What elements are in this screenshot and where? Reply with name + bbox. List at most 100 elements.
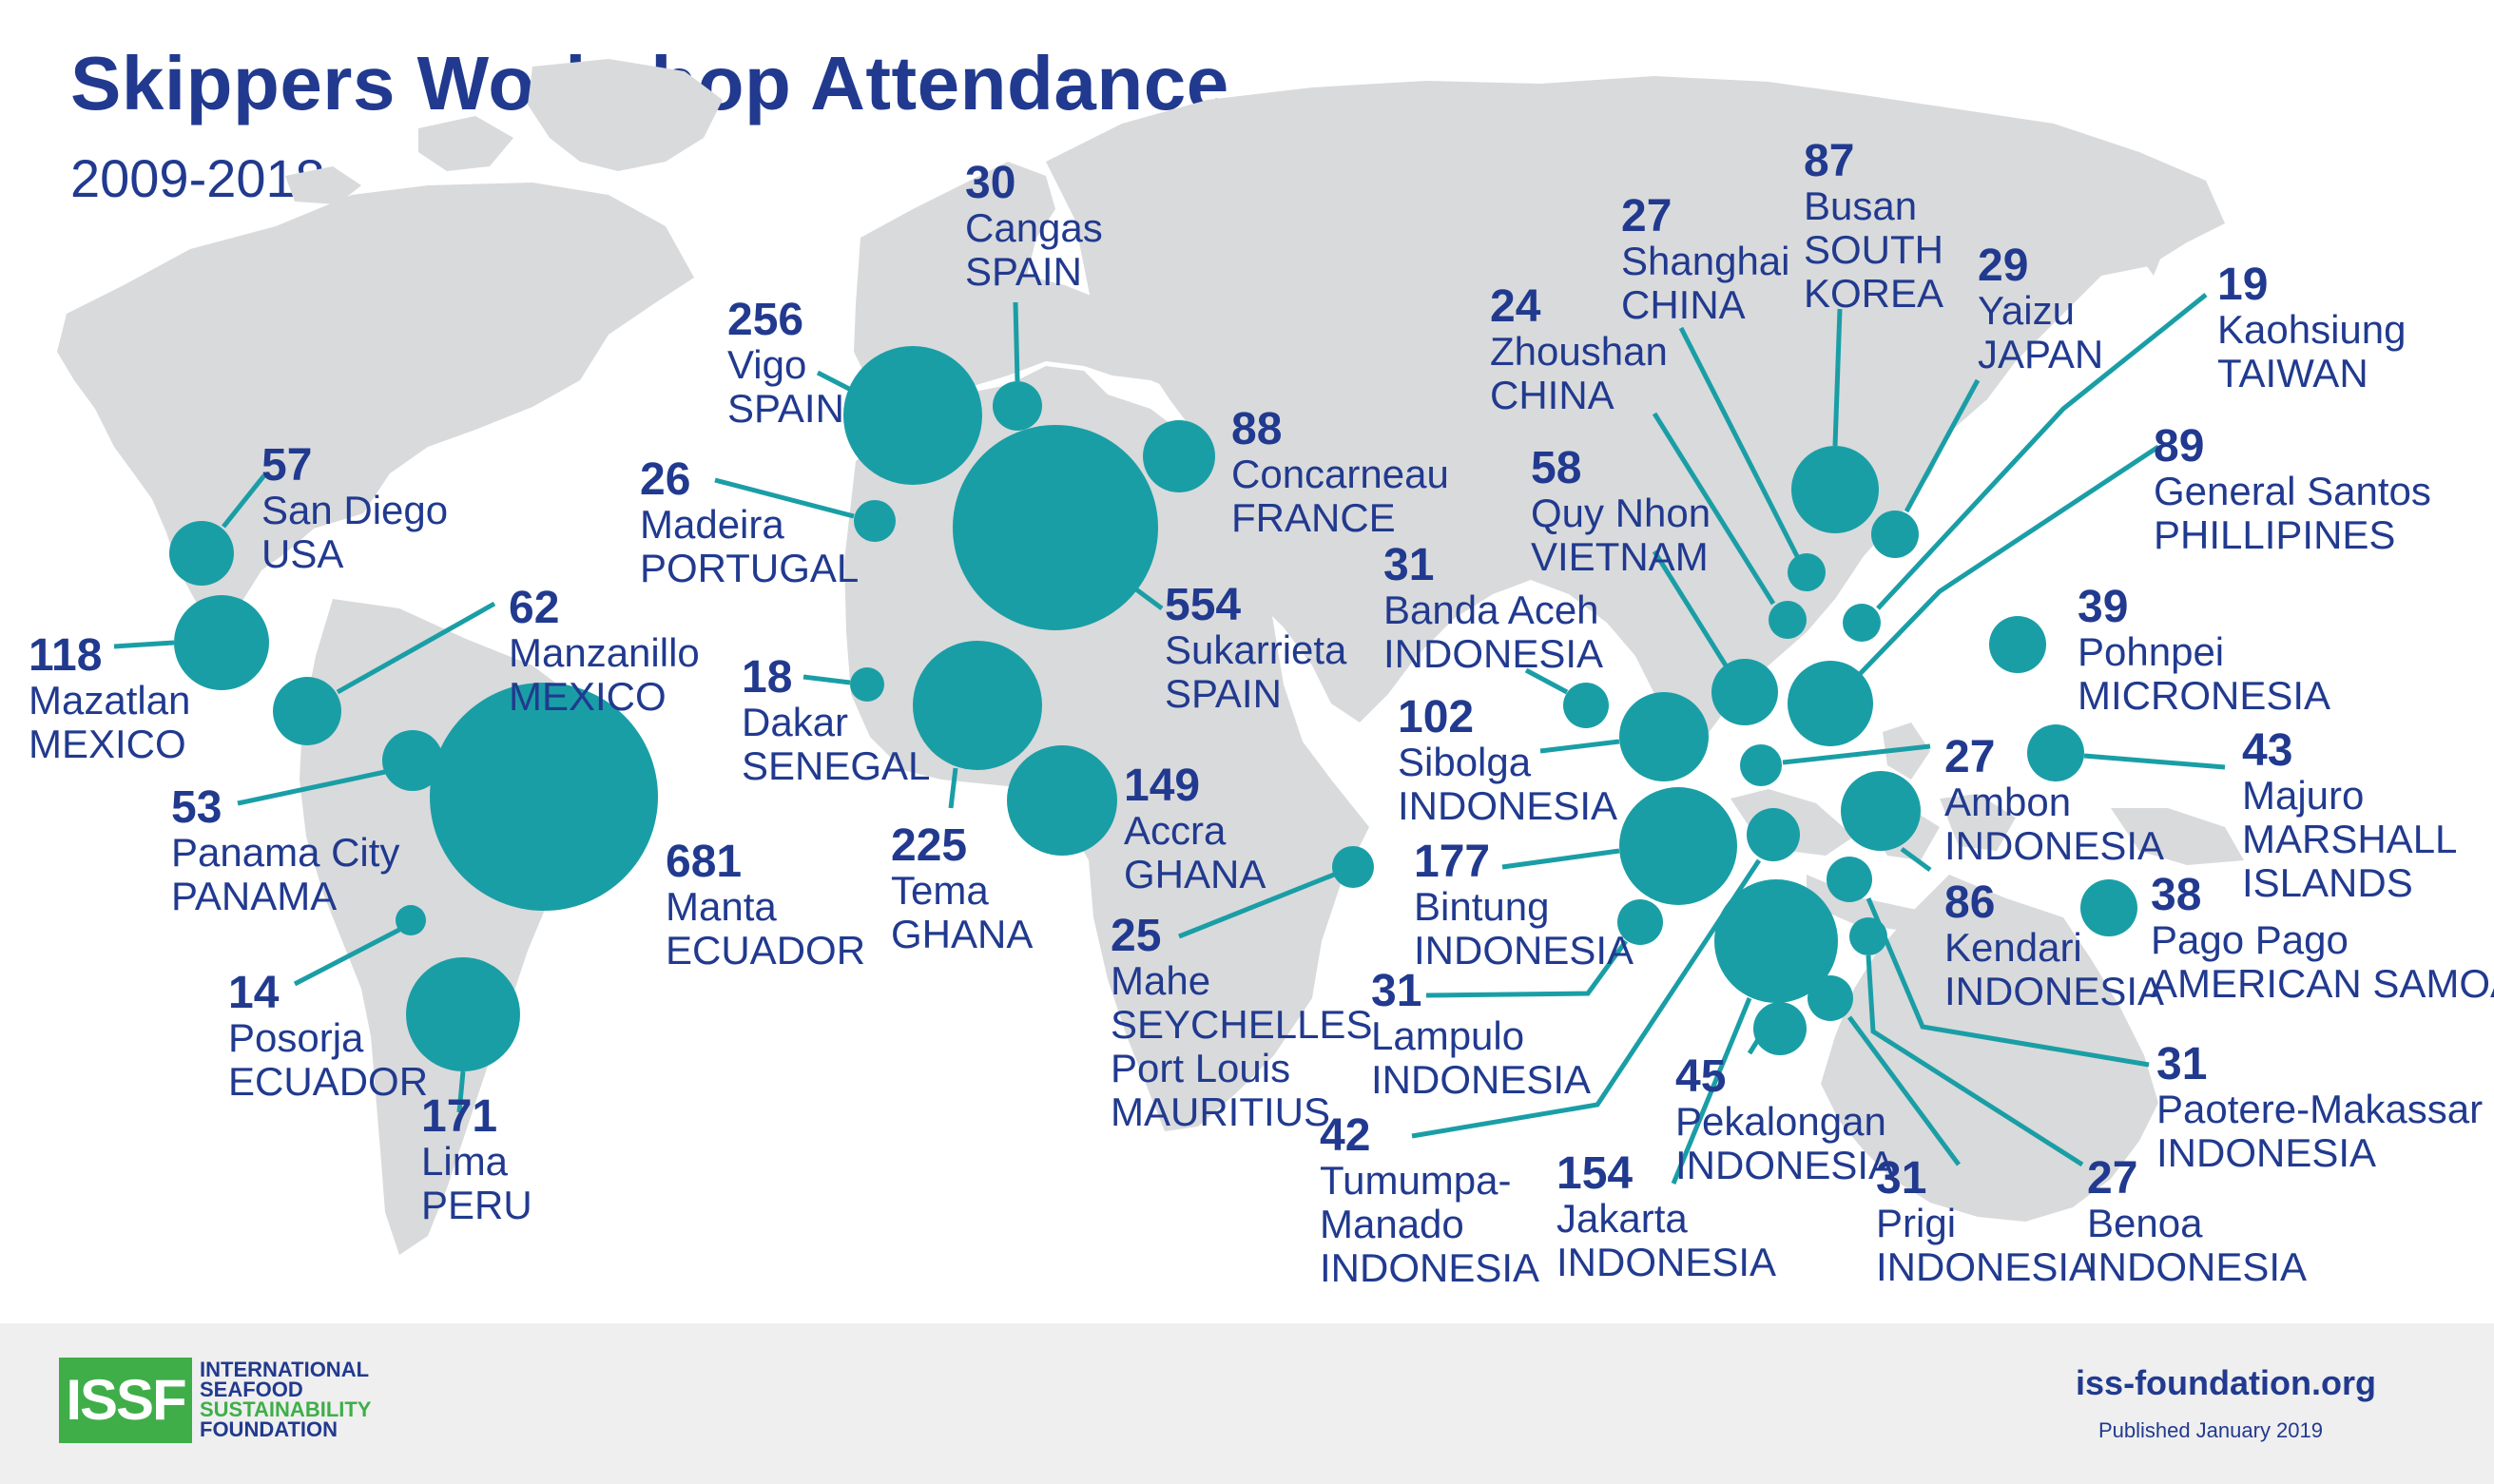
leader-line-san-diego bbox=[222, 473, 266, 529]
bubble-general-santos[interactable] bbox=[1788, 661, 1873, 746]
bubble-yaizu[interactable] bbox=[1871, 511, 1919, 558]
value-shanghai: 27 bbox=[1621, 191, 1672, 241]
bubble-benoa[interactable] bbox=[1849, 917, 1887, 955]
bubble-banda-aceh[interactable] bbox=[1563, 683, 1609, 728]
bubble-lampulo[interactable] bbox=[1617, 899, 1663, 945]
land-shape-0 bbox=[57, 183, 694, 627]
leader-line-shanghai bbox=[1678, 326, 1800, 558]
value-tumumpa: 42 bbox=[1320, 1110, 1370, 1161]
bubble-madeira[interactable] bbox=[854, 500, 896, 542]
value-cangas: 30 bbox=[965, 158, 1015, 208]
value-kendari: 86 bbox=[1944, 877, 1995, 928]
label-mahe-line-3: MAURITIUS bbox=[1111, 1089, 1330, 1134]
value-vigo: 256 bbox=[727, 295, 803, 345]
leader-line-prigi bbox=[1846, 1015, 1962, 1166]
leader-line-manzanillo bbox=[336, 601, 496, 695]
value-zhoushan: 24 bbox=[1490, 281, 1541, 332]
label-pago-pago-line-0: Pago Pago bbox=[2151, 917, 2349, 962]
bubble-pekalongan[interactable] bbox=[1753, 1002, 1807, 1055]
bubble-sukarrieta[interactable] bbox=[953, 425, 1158, 630]
bubble-san-diego[interactable] bbox=[169, 521, 234, 586]
website-link[interactable]: iss-foundation.org bbox=[2076, 1363, 2376, 1402]
leader-line-cangas bbox=[1013, 301, 1020, 382]
bubble-bintung[interactable] bbox=[1619, 787, 1737, 905]
label-sibolga-line-0: Sibolga bbox=[1398, 740, 1532, 784]
leader-line-mahe bbox=[1178, 872, 1335, 939]
footer-bar: ISSF INTERNATIONAL SEAFOOD SUSTAINABILIT… bbox=[0, 1323, 2494, 1484]
label-panama-city-line-0: Panama City bbox=[171, 830, 399, 875]
label-quy-nhon-line-0: Quy Nhon bbox=[1531, 491, 1711, 535]
value-dakar: 18 bbox=[742, 652, 792, 703]
land-shape-1 bbox=[528, 59, 723, 171]
bubble-kaohsiung[interactable] bbox=[1843, 604, 1881, 642]
label-accra-line-0: Accra bbox=[1124, 808, 1227, 853]
leader-line-tumumpa bbox=[1411, 858, 1762, 1139]
bubble-busan[interactable] bbox=[1791, 446, 1879, 533]
value-kaohsiung: 19 bbox=[2217, 260, 2268, 310]
label-busan-line-1: SOUTH bbox=[1804, 227, 1943, 272]
label-banda-aceh-line-0: Banda Aceh bbox=[1383, 588, 1599, 632]
leader-line-jakarta bbox=[1671, 997, 1752, 1185]
bubble-manta[interactable] bbox=[430, 683, 658, 911]
label-tema-line-0: Tema bbox=[891, 868, 989, 913]
label-manta-line-0: Manta bbox=[666, 884, 777, 929]
label-sukarrieta-line-0: Sukarrieta bbox=[1165, 627, 1347, 672]
value-pohnpei: 39 bbox=[2078, 582, 2128, 632]
value-yaizu: 29 bbox=[1978, 241, 2028, 291]
bubble-mahe[interactable] bbox=[1332, 846, 1374, 888]
bubble-prigi[interactable] bbox=[1808, 975, 1853, 1021]
issf-logo: ISSF bbox=[59, 1358, 192, 1443]
leader-line-kendari bbox=[1900, 846, 1932, 873]
label-madeira-line-0: Madeira bbox=[640, 502, 784, 547]
bubble-tema[interactable] bbox=[913, 641, 1042, 770]
bubble-pago-pago[interactable] bbox=[2080, 879, 2137, 936]
value-manzanillo: 62 bbox=[509, 583, 559, 633]
bubble-mazatlan[interactable] bbox=[174, 595, 269, 690]
bubble-dakar[interactable] bbox=[850, 667, 884, 702]
value-mahe: 25 bbox=[1111, 911, 1161, 961]
bubble-pohnpei[interactable] bbox=[1989, 616, 2046, 673]
bubble-ambon[interactable] bbox=[1740, 744, 1782, 786]
bubble-concarneau[interactable] bbox=[1143, 420, 1215, 492]
land-shape-2 bbox=[418, 116, 513, 171]
leader-line-quy-nhon bbox=[1652, 549, 1729, 667]
value-posorja: 14 bbox=[228, 968, 280, 1018]
bubble-jakarta[interactable] bbox=[1714, 879, 1838, 1003]
leader-line-panama-city bbox=[237, 769, 386, 806]
label-kendari-line-1: INDONESIA bbox=[1944, 969, 2164, 1013]
bubble-zhoushan[interactable] bbox=[1769, 601, 1807, 639]
issf-logo-wordmark: INTERNATIONAL SEAFOOD SUSTAINABILITY FOU… bbox=[200, 1359, 371, 1441]
label-pohnpei-line-0: Pohnpei bbox=[2078, 629, 2224, 674]
bubble-majuro[interactable] bbox=[2027, 724, 2084, 781]
attendance-bubbles bbox=[169, 346, 2137, 1071]
label-lampulo-line-1: INDONESIA bbox=[1371, 1057, 1591, 1102]
bubble-lima[interactable] bbox=[406, 957, 520, 1071]
bubble-sibolga[interactable] bbox=[1619, 692, 1709, 781]
label-tema-line-1: GHANA bbox=[891, 912, 1033, 956]
logo-line-foundation: FOUNDATION bbox=[200, 1417, 338, 1441]
label-yaizu-line-1: JAPAN bbox=[1978, 332, 2103, 376]
bubble-accra[interactable] bbox=[1007, 745, 1117, 856]
label-mazatlan-line-1: MEXICO bbox=[29, 722, 186, 766]
bubble-panama-city[interactable] bbox=[382, 730, 443, 791]
label-cangas-line-1: SPAIN bbox=[965, 249, 1082, 294]
bubble-vigo[interactable] bbox=[843, 346, 982, 485]
value-banda-aceh: 31 bbox=[1383, 540, 1434, 590]
bubble-shanghai[interactable] bbox=[1788, 553, 1826, 591]
bubble-paotere[interactable] bbox=[1827, 857, 1872, 902]
bubble-cangas[interactable] bbox=[993, 381, 1042, 431]
bubble-manzanillo[interactable] bbox=[273, 677, 341, 745]
bubble-tumumpa[interactable] bbox=[1747, 808, 1800, 861]
label-bintung-line-0: Bintung bbox=[1414, 884, 1549, 929]
value-lampulo: 31 bbox=[1371, 966, 1421, 1016]
label-pohnpei-line-1: MICRONESIA bbox=[2078, 673, 2330, 718]
label-majuro-line-0: Majuro bbox=[2242, 773, 2364, 818]
label-lampulo-line-0: Lampulo bbox=[1371, 1013, 1524, 1058]
label-concarneau-line-1: FRANCE bbox=[1231, 495, 1396, 540]
bubble-quy-nhon[interactable] bbox=[1711, 659, 1778, 725]
bubble-posorja[interactable] bbox=[396, 905, 426, 935]
bubble-kendari[interactable] bbox=[1841, 771, 1921, 851]
leader-line-dakar bbox=[802, 674, 851, 685]
leader-line-general-santos bbox=[1857, 444, 2160, 677]
